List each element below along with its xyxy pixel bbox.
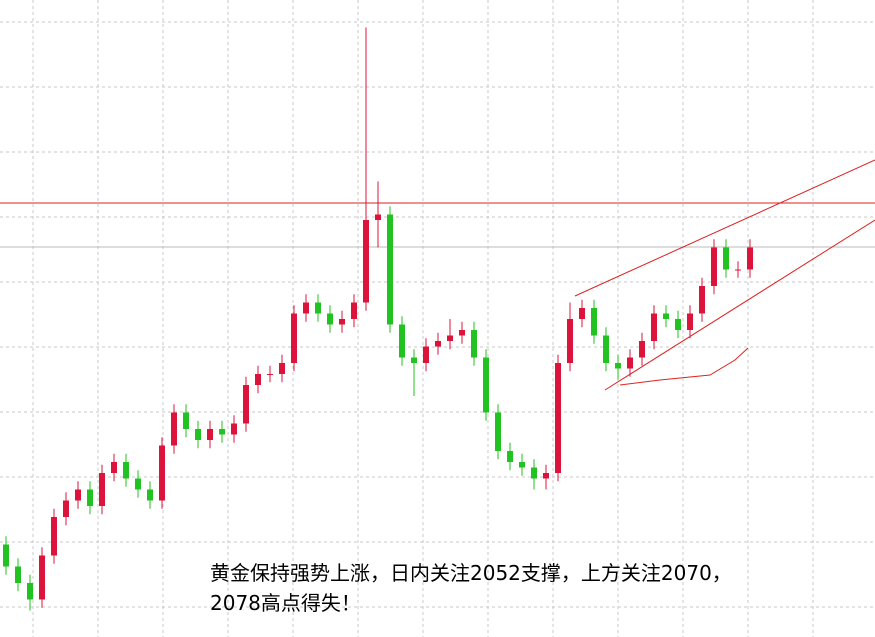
annotation: 黄金保持强势上涨，日内关注2052支撑，上方关注2070， [210,561,732,585]
candle-body [171,412,177,446]
candle-body [267,374,273,375]
candle-body [687,313,693,330]
candle-body [231,423,237,435]
candle-body [315,302,321,314]
candle-body [327,313,333,325]
candle-body [471,330,477,358]
candle-body [363,220,369,303]
lower-trend-line [604,219,875,391]
candle-body [747,247,753,270]
candle-body [63,500,69,517]
candle-body [219,429,225,435]
candle-body [159,445,165,501]
candle-body [579,308,585,319]
candle-body [519,462,525,468]
candle-body [303,302,309,314]
candle-body [507,451,513,462]
candle-body [663,313,669,319]
candle-body [699,286,705,314]
candle-body [207,429,213,440]
candle-body [87,489,93,506]
candle-body [27,583,33,600]
candle-body [591,308,597,336]
candle-body [15,566,21,583]
candle-body [423,346,429,363]
candle-body [75,489,81,501]
candle-body [279,363,285,374]
candle-body [351,302,357,319]
candle-body [615,363,621,369]
candle-body [543,473,549,479]
candle-body [495,412,501,451]
curve-line [619,347,749,386]
annotation: 2078高点得失！ [210,591,361,615]
candle-body [147,489,153,501]
upper-trend-line [574,159,875,297]
candle-body [651,313,657,341]
candle-body [375,214,381,220]
candle-body [435,341,441,347]
candle-body [183,412,189,429]
candle-body [411,357,417,363]
candle-body [399,324,405,358]
candle-body [255,374,261,385]
candle-body [99,473,105,506]
candle-body [195,429,201,440]
candle-body [339,319,345,325]
candle-body [711,247,717,286]
candle-body [603,335,609,363]
candle-body [555,363,561,473]
candle-body [567,319,573,363]
candle-body [459,330,465,336]
candle-body [735,269,741,271]
candles [3,27,753,611]
candle-body [51,517,57,556]
candle-body [387,214,393,325]
candle-body [447,335,453,341]
candle-body [39,555,45,600]
candle-body [111,462,117,473]
candle-body [3,544,9,567]
candle-body [483,357,489,413]
candle-body [531,467,537,479]
candle-body [135,478,141,490]
candle-body [723,247,729,270]
candle-body [627,357,633,369]
candle-body [243,385,249,424]
candle-body [291,313,297,363]
candle-body [123,462,129,479]
candle-body [639,341,645,358]
candle-body [675,319,681,330]
